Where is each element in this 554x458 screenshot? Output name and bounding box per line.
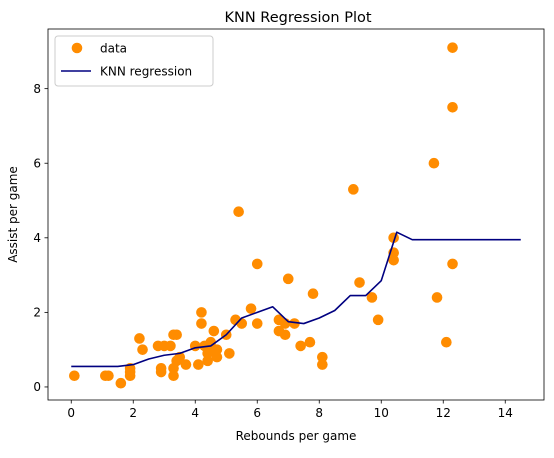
- legend-data-label: data: [100, 42, 127, 56]
- data-point-0: [69, 370, 80, 382]
- data-point-26: [202, 355, 213, 367]
- data-point-62: [447, 42, 458, 53]
- data-point-64: [447, 258, 458, 270]
- data-point-31: [211, 344, 223, 355]
- x-tick-label-6: 6: [253, 406, 261, 420]
- x-tick-label-2: 2: [129, 406, 137, 420]
- data-point-7: [134, 333, 145, 344]
- data-point-20: [180, 359, 192, 370]
- legend-regression-label: KNN regression: [100, 65, 192, 79]
- knn-regression-line: [71, 231, 521, 368]
- data-point-30: [208, 325, 220, 337]
- data-point-61: [441, 336, 452, 348]
- y-tick-label-0: 0: [33, 380, 41, 394]
- data-point-63: [447, 102, 458, 113]
- data-point-48: [304, 336, 316, 348]
- data-point-45: [282, 273, 294, 285]
- y-tick-label-6: 6: [33, 157, 41, 171]
- data-point-60: [431, 292, 443, 303]
- data-point-38: [245, 303, 257, 314]
- data-point-40: [251, 258, 263, 270]
- data-point-51: [317, 359, 328, 370]
- data-point-34: [224, 348, 235, 359]
- data-point-11: [155, 366, 167, 378]
- legend: data KNN regression: [54, 35, 214, 87]
- data-point-44: [279, 329, 291, 341]
- data-point-36: [233, 206, 244, 217]
- data-point-22: [193, 359, 204, 370]
- data-point-8: [137, 344, 148, 355]
- data-point-46: [289, 318, 300, 329]
- legend-data-marker: [71, 42, 83, 54]
- legend-box: [54, 35, 214, 87]
- x-tick-label-8: 8: [315, 406, 323, 420]
- y-axis-label: Assist per game: [6, 166, 20, 263]
- data-point-3: [115, 377, 127, 389]
- data-point-17: [171, 329, 182, 341]
- data-point-59: [428, 157, 440, 169]
- y-tick-label-4: 4: [33, 231, 41, 245]
- x-tick-label-4: 4: [191, 406, 199, 420]
- data-point-43: [279, 318, 291, 329]
- data-point-52: [348, 184, 359, 195]
- data-point-53: [354, 277, 365, 288]
- x-tick-label-0: 0: [67, 406, 75, 420]
- chart-title: KNN Regression Plot: [224, 10, 371, 26]
- data-point-16: [168, 370, 179, 382]
- data-point-49: [307, 288, 319, 300]
- axes-frame: [47, 28, 545, 401]
- data-point-39: [251, 318, 263, 329]
- x-tick-label-10: 10: [374, 406, 389, 420]
- data-point-24: [196, 318, 207, 329]
- axis-ticks: 0 2 4 6 8 10 12 14 0 2 4 6 8: [33, 82, 513, 420]
- data-point-55: [372, 314, 384, 326]
- data-point-23: [196, 307, 207, 318]
- data-point-58: [388, 254, 399, 266]
- data-point-2: [103, 370, 114, 382]
- y-tick-label-2: 2: [33, 306, 41, 320]
- data-point-54: [366, 292, 378, 303]
- x-axis-label: Rebounds per game: [236, 429, 357, 443]
- y-tick-label-8: 8: [33, 82, 41, 96]
- data-point-13: [165, 340, 176, 352]
- data-point-50: [317, 351, 328, 363]
- x-tick-label-14: 14: [498, 406, 513, 420]
- data-point-47: [295, 340, 306, 352]
- data-point-37: [236, 318, 248, 329]
- plot-marks: [69, 42, 521, 389]
- data-point-32: [211, 351, 223, 363]
- x-tick-label-12: 12: [436, 406, 451, 420]
